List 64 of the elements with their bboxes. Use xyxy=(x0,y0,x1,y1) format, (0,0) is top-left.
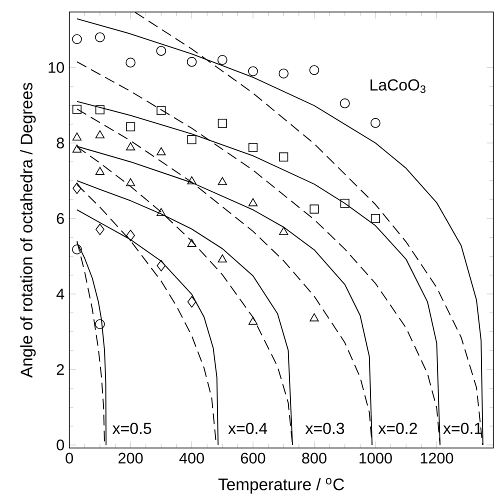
point xyxy=(72,244,82,254)
point xyxy=(248,198,258,206)
point xyxy=(156,260,166,272)
y-tick-label: 4 xyxy=(56,288,64,300)
point xyxy=(278,68,289,78)
point xyxy=(279,152,288,162)
point xyxy=(95,32,106,42)
point xyxy=(187,56,197,67)
y-axis-title: Angle of rotation of octahedra / Degrees xyxy=(20,82,36,378)
point xyxy=(72,132,82,140)
y-tick-label: 0 xyxy=(56,440,64,450)
annotation: x=0.4 xyxy=(228,422,268,434)
y-tick-label: 2 xyxy=(57,364,64,375)
annotation: x=0.1 xyxy=(443,422,482,434)
point xyxy=(126,142,136,150)
point xyxy=(72,104,82,114)
point xyxy=(96,166,105,175)
point xyxy=(96,105,105,114)
x-tick-label: 1000 xyxy=(360,452,392,464)
annotation: x=0.5 xyxy=(112,422,152,434)
point xyxy=(96,130,105,138)
point xyxy=(95,319,106,330)
point xyxy=(248,142,258,152)
x-tick-label: 1200 xyxy=(420,452,454,464)
point xyxy=(218,118,228,128)
point xyxy=(126,230,136,242)
point xyxy=(156,46,166,56)
point xyxy=(218,177,228,186)
point xyxy=(340,198,350,208)
point xyxy=(279,226,288,235)
point xyxy=(187,135,196,144)
point xyxy=(156,147,166,156)
point xyxy=(96,224,105,236)
y-tick-label: 6 xyxy=(57,213,64,224)
point xyxy=(72,34,82,44)
x-tick-label: 0 xyxy=(66,452,74,464)
point xyxy=(248,316,258,325)
point xyxy=(310,313,319,322)
point xyxy=(340,98,350,108)
point xyxy=(370,118,381,128)
annotation: LaCoO$_{3}$ xyxy=(370,79,426,93)
point xyxy=(187,176,197,184)
point xyxy=(187,238,197,247)
point xyxy=(248,66,258,76)
point xyxy=(218,254,228,262)
y-tick-label: 10 xyxy=(48,62,64,73)
x-tick-label: 800 xyxy=(302,452,327,464)
x-tick-label: 400 xyxy=(180,452,204,464)
point xyxy=(218,55,228,65)
annotation: x=0.3 xyxy=(306,422,344,434)
x-tick-label: 600 xyxy=(241,452,266,464)
point xyxy=(188,296,196,308)
x-axis-title: Temperature / $^{o}$C xyxy=(218,478,344,494)
point xyxy=(156,208,166,216)
point xyxy=(156,106,166,116)
y-tick-label: 8 xyxy=(56,138,64,148)
point xyxy=(371,214,380,224)
point xyxy=(126,58,136,68)
point xyxy=(126,178,136,186)
annotation: x=0.2 xyxy=(378,422,418,434)
point xyxy=(310,204,319,214)
point xyxy=(126,122,136,132)
point xyxy=(309,65,320,76)
x-tick-label: 200 xyxy=(118,452,143,464)
